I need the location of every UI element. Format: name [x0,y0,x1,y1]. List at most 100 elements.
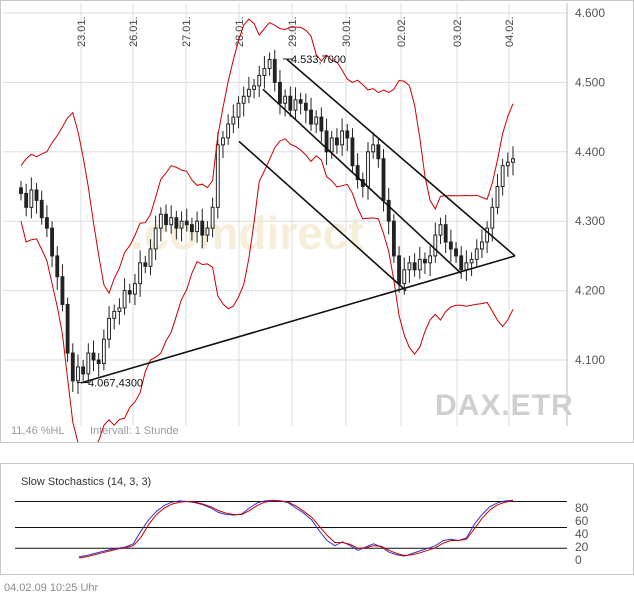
candle-body [278,81,282,104]
candle-body [345,130,350,139]
y-tick-label: 4.200 [575,284,605,298]
candle-body [371,144,376,153]
resistance-trendline [286,58,516,257]
candle-body [231,116,236,125]
candle-body [70,352,75,382]
candle-body [133,283,137,295]
candle-body [267,58,272,70]
candle-body [480,241,484,250]
candle-body [101,338,106,364]
candle-body [158,213,163,229]
candle-body [423,258,427,264]
candle-body [107,317,111,340]
candle-body [91,352,96,361]
candle-body [179,220,184,229]
candle-body [174,217,179,229]
candle-body [288,95,293,111]
candle-body [164,213,168,226]
y-tick-label: 4.600 [575,6,605,20]
candle-body [184,220,189,226]
candle-body [34,189,39,201]
candle-body [205,227,210,236]
candle-body [60,276,65,305]
candle-body [459,255,464,271]
candle-body [469,258,474,264]
stochastics-panel: 80 60 40 20 0 Slow Stochastics (14, 3, 3) [0,463,634,575]
candle-body [117,307,122,312]
x-tick-label: 23.01. [76,16,88,47]
candle-body [262,68,267,76]
bollinger-lower-band [20,138,514,442]
candle-body [50,227,54,257]
candle-body [236,102,241,118]
candle-body [350,137,355,167]
x-tick-label: 04.02. [504,16,516,47]
candle-body [340,130,345,146]
candle-body [366,151,370,188]
stoch-d-line [78,500,514,559]
candle-body [433,234,438,257]
candle-body [112,310,117,319]
brand-watermark: .comdirect [131,207,364,259]
candle-body [495,186,500,208]
candle-body [448,241,453,250]
candle-body [474,248,479,260]
candle-body [443,224,448,243]
candle-body [438,224,443,236]
candle-body [309,109,313,125]
candle-body [221,137,225,146]
candle-body [298,99,303,104]
high-annotation: 4.533,7000 [291,54,346,66]
candle-body [485,227,490,243]
candle-body [122,290,127,309]
x-tick-label: 03.02. [452,16,464,47]
y-tick-label: 4.100 [575,353,605,367]
stoch-y-tick-label: 80 [575,501,589,515]
bollinger-upper-band [20,18,514,295]
candle-body [226,123,231,139]
candle-body [381,158,386,201]
stoch-y-tick-label: 20 [575,540,589,554]
candle-body [505,161,510,167]
stoch-y-tick-label: 0 [575,553,582,567]
x-tick-label: 27.01. [181,16,193,47]
candle-body [19,187,23,194]
interval-label: Intervall: 1 Stunde [90,425,179,437]
x-tick-label: 29.01. [287,16,299,47]
candle-body [200,220,205,236]
candle-body [397,255,401,285]
candle-body [303,102,308,111]
support-trendline [80,255,516,384]
candle-body [65,303,70,354]
price-chart-panel: 4.600 4.500 4.400 4.300 4.200 4.100 23.01. 26.0… [0,0,634,443]
candle-body [215,144,220,208]
plot-area [3,3,567,426]
instrument-watermark: DAX.ETR [435,389,574,422]
candle-body [454,248,458,257]
footer-timestamp: 04.02.09 10:25 Uhr [4,582,99,594]
stoch-y-tick-label: 40 [575,527,589,541]
candle-body [55,255,60,278]
candle-body [143,262,148,267]
candle-body [334,137,339,146]
candle-body [246,88,251,97]
x-tick-label: 26.01. [128,16,140,47]
candle-body [407,262,412,271]
y-tick-label: 4.400 [575,145,605,159]
candle-body [417,258,422,271]
candle-body [329,137,334,153]
stochastics-title: Slow Stochastics (14, 3, 3) [21,476,152,488]
x-tick-label: 28.01. [234,16,246,47]
stoch-k-line [78,499,514,558]
candle-body [241,95,246,104]
candle-body [272,58,277,83]
candle-body [464,262,469,271]
stoch-y-tick-label: 60 [575,514,589,528]
candle-body [148,248,153,267]
candle-body [386,199,391,222]
volatility-label: 11,46 %HL [11,425,65,437]
candle-body [257,74,262,87]
candle-body [412,262,417,271]
candle-body [169,217,174,226]
